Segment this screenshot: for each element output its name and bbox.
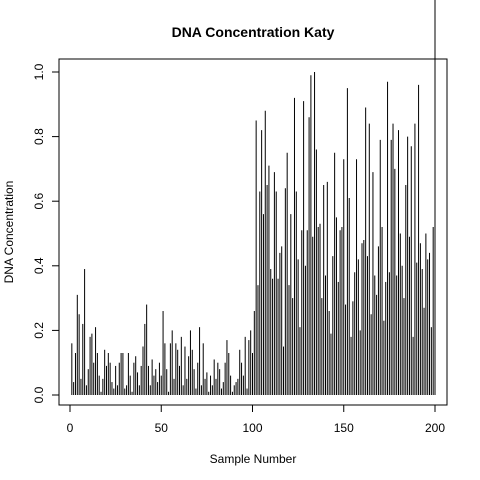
y-tick-label-0.2: 0.2 xyxy=(32,322,46,339)
y-tick-label-0.8: 0.8 xyxy=(32,128,46,145)
x-tick-label-150: 150 xyxy=(334,421,354,435)
y-tick-label-0.4: 0.4 xyxy=(32,257,46,274)
x-axis: 0 50 100 150 200 xyxy=(67,404,445,435)
x-tick-label-100: 100 xyxy=(242,421,262,435)
x-tick-label-50: 50 xyxy=(155,421,169,435)
bars-group xyxy=(71,0,436,395)
y-tick-label-0: 0.0 xyxy=(32,386,46,403)
y-tick-label-0.6: 0.6 xyxy=(32,193,46,210)
y-tick-label-1: 1.0 xyxy=(32,63,46,80)
x-axis-label: Sample Number xyxy=(210,452,297,466)
x-tick-label-0: 0 xyxy=(67,421,74,435)
x-tick-label-200: 200 xyxy=(425,421,445,435)
chart-title: DNA Concentration Katy xyxy=(172,24,335,40)
y-axis-label: DNA Concentration xyxy=(2,181,16,284)
y-axis: 0.0 0.2 0.4 0.6 0.8 1.0 xyxy=(32,63,60,403)
